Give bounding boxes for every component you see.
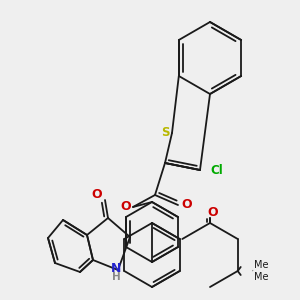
Text: O: O [121,200,131,214]
Text: H: H [112,272,121,282]
Text: N: N [111,262,122,275]
Text: S: S [161,127,169,140]
Text: Me: Me [254,260,268,270]
Text: ,: , [252,267,254,272]
Text: O: O [208,206,218,218]
Text: O: O [92,188,102,200]
Text: O: O [182,199,192,212]
Text: Cl: Cl [211,164,224,176]
Text: Me: Me [254,272,268,282]
